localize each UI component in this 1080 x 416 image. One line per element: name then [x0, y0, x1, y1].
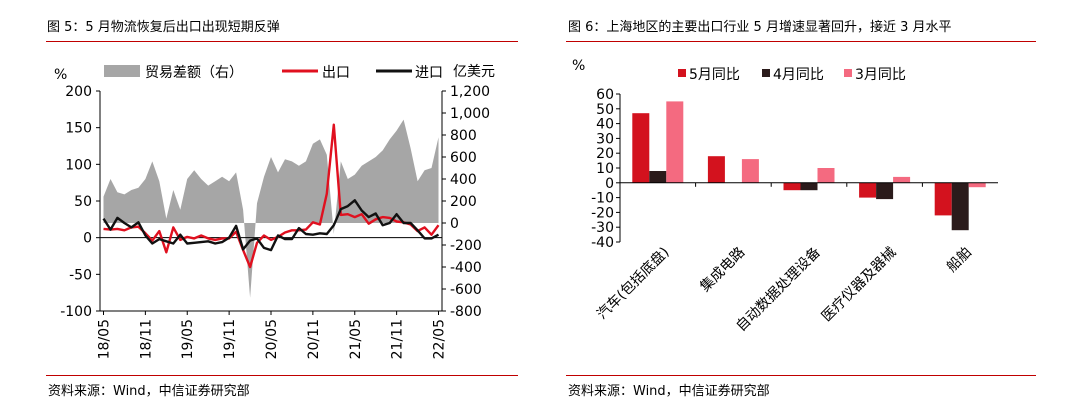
import-line: [102, 199, 440, 252]
right-tick-label: -800: [450, 304, 482, 320]
y-tick-label: 20: [596, 146, 614, 162]
trade-balance-area: [103, 119, 439, 298]
bar: [817, 168, 835, 183]
legend-swatch-trade-balance: [104, 65, 140, 77]
y-tick-label: -40: [591, 235, 614, 251]
left-tick-label: 200: [65, 84, 92, 100]
chart-title: 图 6：上海地区的主要出口行业 5 月增速显著回升，接近 3 月水平: [568, 20, 952, 35]
right-tick-label: -600: [450, 282, 482, 298]
y-tick-label: -20: [591, 205, 614, 221]
y-tick-label: 50: [596, 102, 614, 118]
bar: [951, 182, 969, 231]
category-label: 集成电路: [697, 244, 749, 296]
legend-label: 3月同比: [855, 67, 906, 83]
x-tick-label: 21/11: [390, 319, 406, 359]
left-tick-label: 100: [65, 157, 92, 173]
left-tick-label: -100: [60, 304, 92, 320]
x-tick-label: 19/11: [222, 319, 238, 359]
chart-panel-trade: 图 5：5 月物流恢复后出口出现短期反弹 -100 -50 0 50 100 150 200…: [0, 0, 530, 416]
y-tick-label: -30: [591, 220, 614, 236]
category-label: 医疗仪器及器械: [819, 244, 900, 325]
x-tick-label: 18/05: [96, 319, 112, 359]
bar: [859, 182, 877, 198]
y-tick-label: 0: [605, 176, 614, 192]
x-tick-label: 22/05: [432, 319, 448, 359]
bar: [632, 113, 650, 183]
left-unit-label: %: [54, 67, 67, 83]
legend-label: 5月同比: [689, 67, 740, 83]
right-tick-label: -400: [450, 260, 482, 276]
right-tick-label: -200: [450, 238, 482, 254]
bar: [741, 159, 759, 183]
bar: [876, 182, 894, 200]
bar: [968, 182, 986, 188]
y-unit-label: %: [572, 58, 585, 74]
chart-title: 图 5：5 月物流恢复后出口出现短期反弹: [47, 20, 280, 35]
y-tick-label: 60: [596, 87, 614, 103]
chart-panel-sectors: 图 6：上海地区的主要出口行业 5 月增速显著回升，接近 3 月水平 -40 -3…: [560, 0, 1080, 416]
x-tick-label: 20/11: [306, 319, 322, 359]
x-tick-label: 18/11: [138, 319, 154, 359]
legend-label-export: 出口: [322, 65, 350, 81]
right-unit-label: 亿美元: [453, 64, 495, 80]
right-tick-label: 1,200: [450, 84, 490, 100]
export-line: [103, 123, 440, 269]
legend-swatch: [762, 69, 770, 77]
source-rule: [566, 375, 1036, 376]
category-label: 汽车(包括底盘): [593, 244, 672, 323]
right-tick-label: 200: [450, 194, 477, 210]
y-tick-label: 30: [596, 131, 614, 147]
y-tick-label: 10: [596, 161, 614, 177]
source-rule: [46, 375, 518, 376]
left-tick-label: 50: [74, 194, 92, 210]
x-tick-label: 21/05: [348, 319, 364, 359]
y-tick-label: 40: [596, 117, 614, 133]
right-tick-label: 400: [450, 172, 477, 188]
chart-source: 资料来源：Wind，中信证券研究部: [568, 384, 770, 399]
bar: [893, 176, 911, 183]
legend-label-import: 进口: [415, 65, 443, 81]
bar: [649, 171, 667, 183]
right-tick-label: 1,000: [450, 106, 490, 122]
title-rule: [46, 41, 518, 42]
chart-source: 资料来源：Wind，中信证券研究部: [48, 384, 250, 399]
right-tick-label: 0: [450, 216, 459, 232]
left-tick-label: 0: [83, 231, 92, 247]
title-rule: [566, 41, 1036, 42]
left-tick-label: -50: [69, 267, 92, 283]
y-tick-label: -10: [591, 191, 614, 207]
right-tick-label: 800: [450, 128, 477, 144]
right-tick-label: 600: [450, 150, 477, 166]
bar: [800, 182, 818, 191]
x-tick-label: 20/05: [264, 319, 280, 359]
trade-line-chart: -100 -50 0 50 100 150 200 -800 -600 -400 -200 0 200 4…: [54, 64, 495, 359]
x-tick-label: 19/05: [180, 319, 196, 359]
legend-label: 4月同比: [773, 67, 824, 83]
category-label: 船舶: [944, 244, 975, 275]
bar: [783, 182, 801, 191]
legend-swatch: [844, 69, 852, 77]
legend-swatch: [678, 69, 686, 77]
legend-label-trade-balance: 贸易差额（右）: [145, 65, 243, 81]
bar: [934, 182, 952, 216]
bar: [666, 101, 684, 183]
left-tick-label: 150: [65, 121, 92, 137]
bar: [707, 156, 725, 183]
